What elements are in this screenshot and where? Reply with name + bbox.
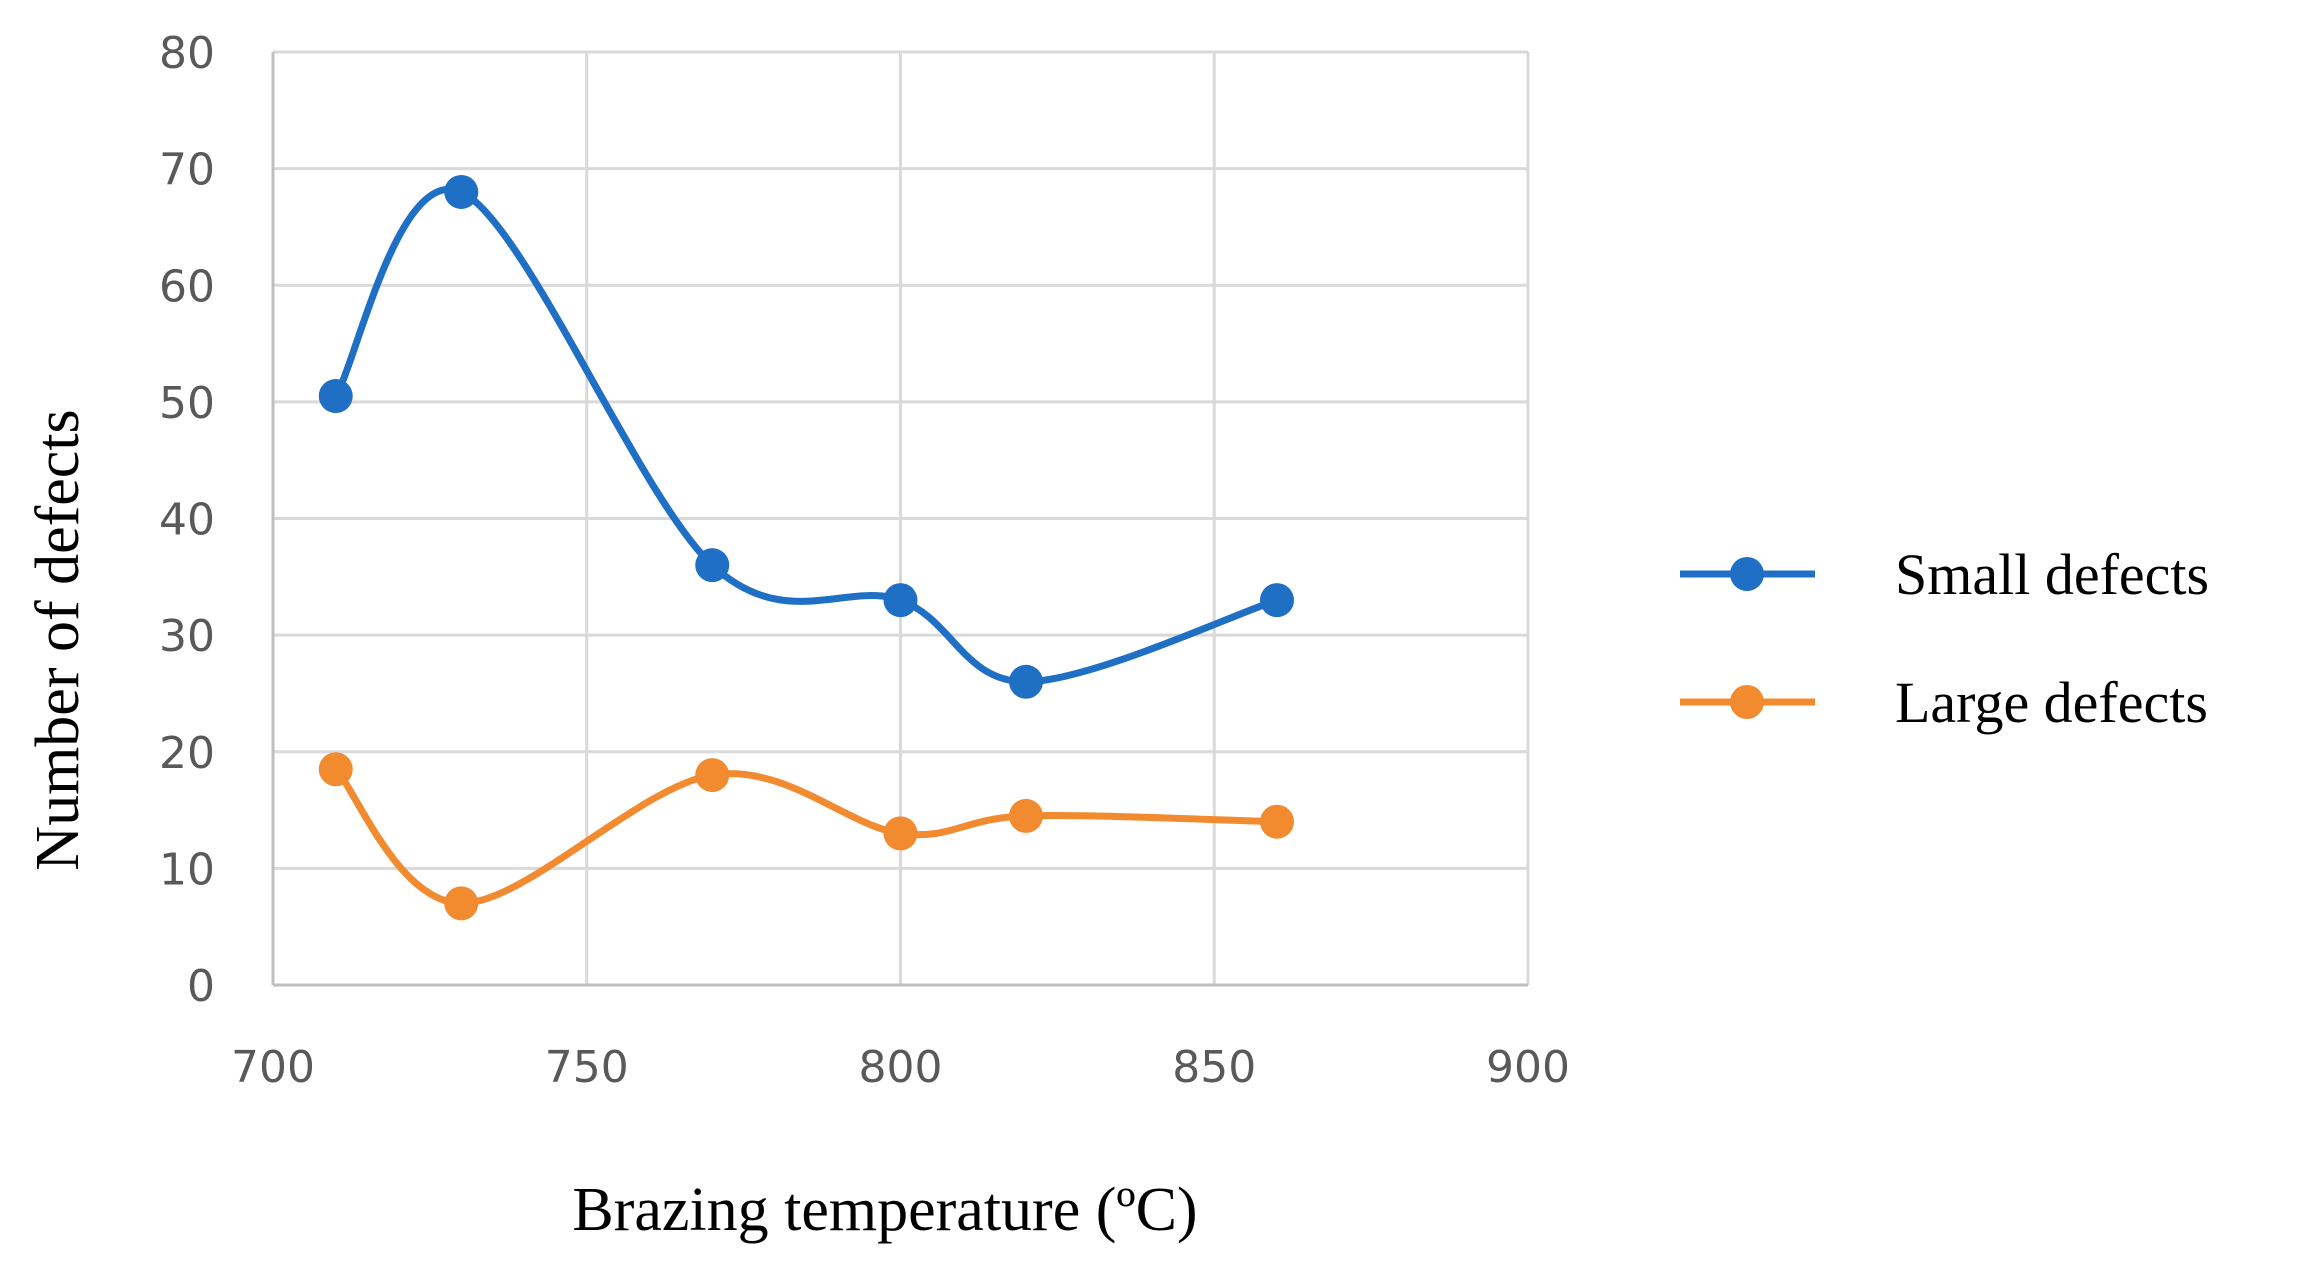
data-point-large-defects <box>883 816 918 851</box>
data-point-large-defects <box>444 886 479 921</box>
y-tick-label: 30 <box>159 611 215 662</box>
series-line-large-defects <box>332 765 1281 907</box>
data-point-small-defects <box>883 583 918 618</box>
y-tick-label: 60 <box>159 261 215 312</box>
x-tick-label: 800 <box>859 1042 943 1093</box>
data-point-small-defects <box>318 379 353 414</box>
series-line-small-defects <box>332 185 1281 686</box>
legend-marker-large-defects <box>1730 685 1764 719</box>
y-tick-label: 80 <box>159 28 215 79</box>
y-tick-label: 10 <box>159 844 215 895</box>
y-tick-label: 40 <box>159 495 215 546</box>
y-tick-label: 50 <box>159 378 215 429</box>
y-tick-label: 0 <box>187 961 215 1012</box>
y-axis-title: Number of defects <box>24 409 92 870</box>
x-tick-label: 750 <box>545 1042 629 1093</box>
x-tick-label: 700 <box>231 1042 315 1093</box>
data-point-large-defects <box>318 752 353 787</box>
legend: Small defects Large defects <box>1680 542 2209 735</box>
data-point-large-defects <box>1260 804 1294 839</box>
x-tick-label: 850 <box>1172 1042 1256 1093</box>
data-point-small-defects <box>444 174 479 209</box>
legend-label-large-defects: Large defects <box>1895 670 2208 735</box>
axes <box>271 52 1528 987</box>
y-tick-label: 20 <box>159 728 215 779</box>
x-tick-label: 900 <box>1486 1042 1570 1093</box>
tick-labels: 0 10 20 30 40 50 60 70 80 700 750 800 850 900 <box>159 28 1570 1093</box>
data-point-large-defects <box>695 758 730 793</box>
legend-marker-small-defects <box>1730 557 1764 591</box>
series-layer <box>318 174 1294 921</box>
data-point-large-defects <box>1009 798 1043 833</box>
legend-label-small-defects: Small defects <box>1895 542 2209 607</box>
y-tick-label: 70 <box>159 145 215 196</box>
data-point-small-defects <box>1260 583 1294 618</box>
data-point-small-defects <box>695 548 730 583</box>
x-axis-title: Brazing temperature (ºC) <box>572 1176 1197 1244</box>
data-point-small-defects <box>1009 664 1043 699</box>
